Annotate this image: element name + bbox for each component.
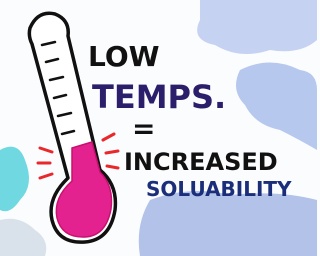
- blob: [0, 147, 29, 212]
- label-temps: TEMPS.: [92, 78, 226, 116]
- illustration: LOW TEMPS. = INCREASED SOLUABILITY: [0, 0, 317, 256]
- label-increased: INCREASED: [124, 148, 278, 176]
- label-solubility: SOLUABILITY: [146, 177, 292, 201]
- cloud: [236, 63, 317, 151]
- cloud: [197, 0, 317, 54]
- blob: [0, 219, 46, 256]
- page: LOW TEMPS. = INCREASED SOLUABILITY (() =…: [0, 0, 317, 256]
- label-equals: =: [132, 112, 155, 145]
- label-low: LOW: [88, 40, 160, 73]
